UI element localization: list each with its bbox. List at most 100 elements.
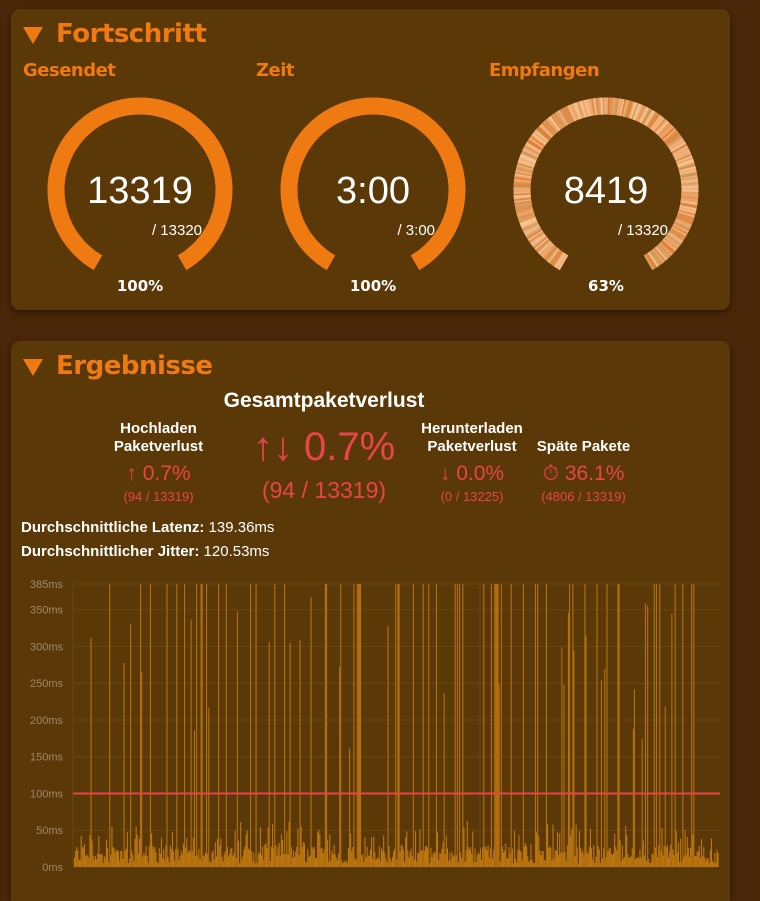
gauge-texture-segment (552, 254, 553, 255)
chart-bar (284, 584, 285, 867)
progress-title: Fortschritt (56, 19, 206, 49)
chart-bar (685, 830, 686, 867)
chart-bar (242, 856, 243, 867)
gauge-texture-segment (550, 253, 551, 254)
gauge-texture-segment (677, 233, 678, 234)
chart-bar (379, 846, 380, 867)
chart-bar (363, 862, 364, 867)
chart-bar (626, 835, 627, 867)
chart-bar (275, 845, 276, 867)
gauge-texture-segment (526, 217, 527, 219)
chart-bar (394, 849, 395, 867)
chart-bar (121, 851, 122, 867)
collapse-triangle-icon (23, 27, 43, 44)
gauge-texture-segment (680, 149, 681, 150)
chart-bar (311, 597, 312, 867)
chart-bar (628, 858, 629, 867)
results-toggle[interactable]: Ergebnisse (23, 351, 212, 381)
chart-bar (429, 863, 430, 867)
chart-bar (523, 584, 524, 867)
chart-bar (322, 848, 323, 867)
chart-bar (217, 839, 218, 867)
chart-bar (280, 856, 281, 867)
chart-bar (124, 663, 125, 867)
chart-bar (609, 848, 610, 867)
chart-bar (483, 584, 484, 867)
gauge-texture-segment (532, 149, 533, 150)
chart-y-tick-label: 150ms (30, 752, 64, 764)
gauge-texture-segment (530, 152, 531, 154)
gauge-texture-segment (686, 215, 687, 217)
chart-bar (603, 848, 604, 867)
gauge-texture-segment (672, 138, 673, 139)
chart-bar (703, 847, 704, 867)
chart-bar (559, 833, 560, 867)
chart-bar (248, 849, 249, 867)
chart-bar (301, 826, 302, 867)
gauge-texture-segment (527, 160, 528, 162)
chart-bar (163, 849, 164, 867)
chart-bar (657, 857, 658, 867)
chart-bar (452, 855, 453, 867)
late-packets-detail: (4806 / 13319) (526, 489, 641, 504)
chart-bar (251, 851, 252, 867)
chart-bar (440, 854, 441, 867)
chart-bar (238, 841, 239, 867)
chart-bar (444, 693, 445, 867)
download-loss-detail: (0 / 13225) (409, 489, 535, 504)
chart-bar (503, 853, 504, 867)
gauge-texture-segment (549, 252, 550, 253)
chart-bar (224, 854, 225, 867)
chart-bar (561, 647, 562, 867)
chart-bar (360, 584, 361, 867)
chart-bar (245, 846, 246, 867)
chart-bar (306, 861, 307, 867)
chart-bar (496, 584, 497, 867)
chart-bar (710, 850, 711, 867)
gauge-texture-segment (550, 126, 551, 127)
gauge-texture-segment (543, 246, 544, 247)
gauge-texture-segment (686, 163, 687, 165)
gauge-texture-segment (671, 137, 672, 138)
gauge-texture-segment (526, 215, 527, 217)
chart-bar (498, 584, 499, 867)
gauge-texture-segment (540, 137, 541, 138)
gauge-texture-segment (660, 126, 661, 127)
chart-bar (622, 845, 623, 867)
chart-bar (424, 851, 425, 867)
chart-bar (274, 584, 275, 867)
gauge-texture-segment (534, 233, 535, 234)
chart-y-ticks: 0ms50ms100ms150ms200ms250ms300ms350ms385… (30, 579, 64, 874)
chart-bar (262, 847, 263, 867)
chart-bar (445, 854, 446, 867)
chart-y-tick-label: 200ms (30, 715, 64, 727)
gauge-texture-segment (663, 128, 664, 129)
chart-bar (718, 853, 719, 867)
chart-bar (92, 841, 93, 867)
chart-bar (705, 861, 706, 867)
chart-bar (660, 851, 661, 867)
gauge-texture-segment (552, 125, 553, 126)
chart-bar (583, 854, 584, 867)
gauge-texture-segment (656, 256, 657, 257)
chart-bar (487, 850, 488, 867)
gauge-texture-segment (526, 163, 527, 165)
chart-bar (154, 847, 155, 867)
chart-bar (536, 832, 537, 867)
chart-bar (258, 854, 259, 867)
chart-bar (358, 584, 359, 867)
chart-bar (382, 851, 383, 867)
chart-bar (433, 854, 434, 867)
gauge-texture-segment (548, 128, 549, 129)
chart-bar (690, 848, 691, 867)
chart-bar (584, 584, 585, 867)
chart-bar (108, 862, 109, 867)
chart-bar (119, 861, 120, 867)
chart-bar (201, 584, 202, 867)
chart-bar (129, 858, 130, 867)
progress-toggle[interactable]: Fortschritt (23, 19, 206, 49)
chart-bar (271, 847, 272, 867)
chart-bar (86, 855, 87, 867)
progress-panel: Fortschritt Gesendet Zeit Empfangen 1331… (11, 9, 730, 310)
chart-bar (423, 584, 424, 867)
